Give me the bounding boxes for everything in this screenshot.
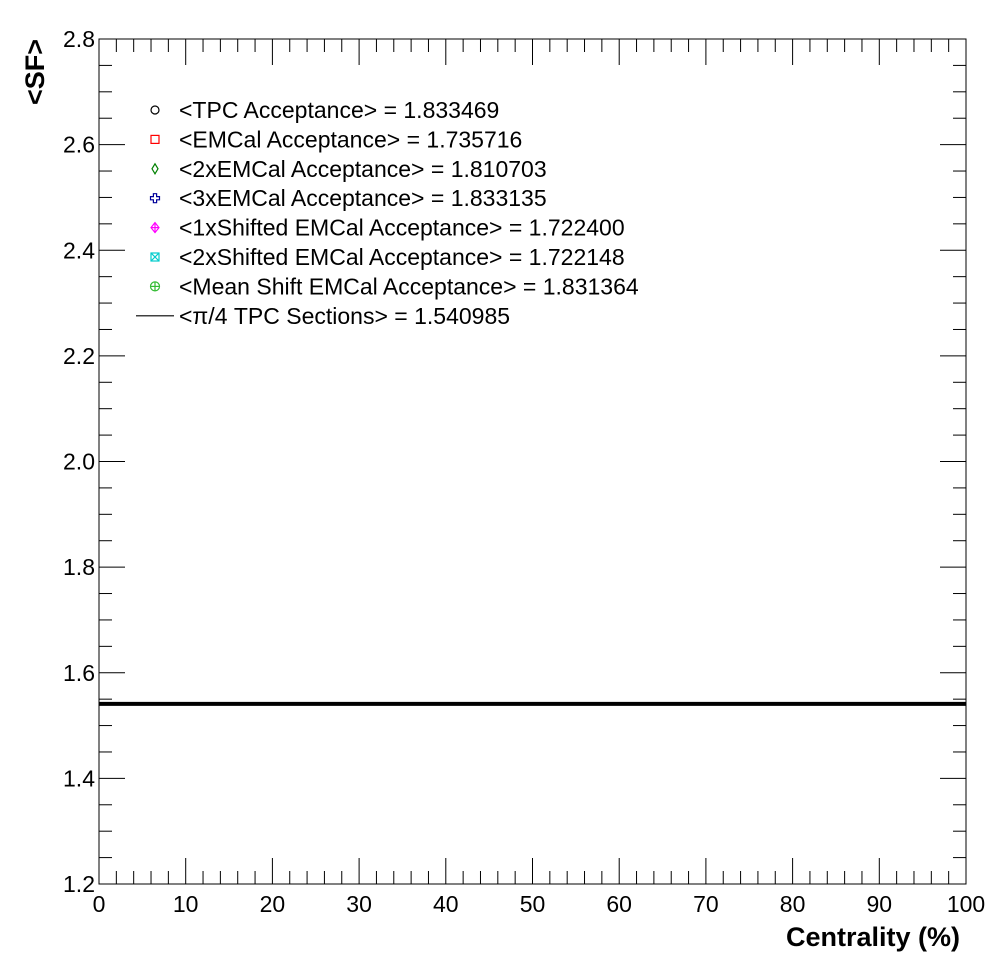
y-tick-label: 2.0 bbox=[63, 449, 95, 475]
y-tick-label: 2.8 bbox=[63, 26, 95, 52]
x-tick-label: 90 bbox=[867, 891, 893, 917]
x-tick-label: 40 bbox=[433, 891, 459, 917]
legend-marker-cross-in-diamond bbox=[150, 221, 160, 234]
plot-frame bbox=[98, 38, 967, 885]
x-tick-label: 100 bbox=[947, 891, 985, 917]
legend-marker-cross bbox=[150, 252, 160, 262]
x-tick-label: 70 bbox=[693, 891, 719, 917]
y-tick-label: 1.8 bbox=[63, 554, 95, 580]
x-tick-label: 30 bbox=[346, 891, 372, 917]
y-tick-label: 2.6 bbox=[63, 132, 95, 158]
x-tick-label: 50 bbox=[520, 891, 546, 917]
x-tick-label: 0 bbox=[93, 891, 106, 917]
y-tick-label: 1.2 bbox=[63, 871, 95, 897]
x-tick-label: 10 bbox=[173, 891, 199, 917]
legend-marker-x-in-square bbox=[150, 252, 160, 262]
legend-marker-shape bbox=[150, 134, 160, 144]
legend-label: <Mean Shift EMCal Acceptance> = 1.831364 bbox=[179, 273, 639, 299]
y-tick-label: 1.6 bbox=[63, 660, 95, 686]
legend-marker-plus-in-circle bbox=[149, 281, 161, 292]
legend-marker-shape bbox=[149, 193, 161, 204]
x-tick-label: 20 bbox=[260, 891, 286, 917]
legend-label: <1xShifted EMCal Acceptance> = 1.722400 bbox=[179, 215, 625, 241]
x-axis-title: Centrality (%) bbox=[786, 922, 960, 952]
legend-label: <π/4 TPC Sections> = 1.540985 bbox=[179, 303, 510, 329]
legend-marker-open-cross bbox=[149, 193, 161, 204]
y-axis-title: <SF> bbox=[20, 39, 50, 105]
legend-marker-shape bbox=[150, 105, 160, 115]
legend-label: <EMCal Acceptance> = 1.735716 bbox=[179, 126, 522, 152]
x-tick-label: 60 bbox=[606, 891, 632, 917]
legend: <TPC Acceptance> = 1.833469 <EMCal Accept… bbox=[136, 97, 639, 329]
legend-label: <3xEMCal Acceptance> = 1.833135 bbox=[179, 185, 547, 211]
y-tick-label: 1.4 bbox=[63, 765, 95, 791]
y-tick-label: 2.2 bbox=[63, 343, 95, 369]
y-tick-label: 2.4 bbox=[63, 237, 95, 263]
x-tick-label: 80 bbox=[780, 891, 806, 917]
legend-label: <TPC Acceptance> = 1.833469 bbox=[179, 97, 499, 123]
legend-marker-open-circle bbox=[150, 105, 160, 115]
legend-marker-open-square bbox=[150, 134, 160, 144]
legend-marker-open-diamond bbox=[151, 162, 159, 175]
legend-label: <2xShifted EMCal Acceptance> = 1.722148 bbox=[179, 244, 625, 270]
legend-marker-shape bbox=[151, 162, 159, 175]
legend-label: <2xEMCal Acceptance> = 1.810703 bbox=[179, 156, 547, 182]
tick-labels: 0 10 20 30 40 50 60 70 80 90 100 1.2 1.4 1.6 1.8 2.0 2.2… bbox=[63, 26, 985, 917]
legend-marker-shape bbox=[150, 252, 160, 262]
